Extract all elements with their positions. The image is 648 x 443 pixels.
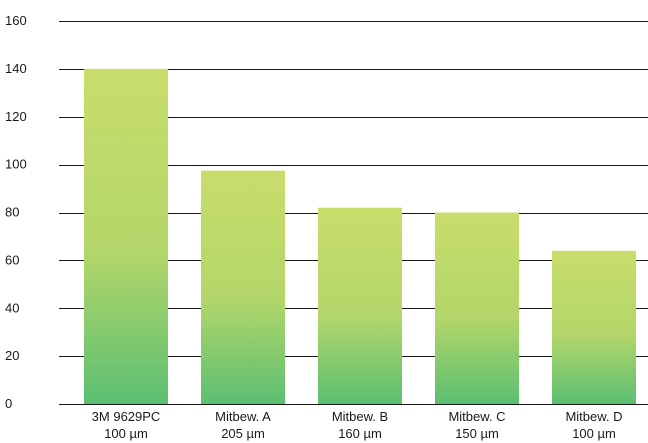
x-category-label: Mitbew. C 150 µm xyxy=(448,409,505,441)
y-tick-label: 160 xyxy=(5,13,27,28)
category-thickness: 100 µm xyxy=(104,426,148,441)
bar-4 xyxy=(435,212,519,404)
x-category-label: Mitbew. A 205 µm xyxy=(215,409,271,441)
x-category-label: 3M 9629PC 100 µm xyxy=(92,409,161,441)
y-tick-label: 80 xyxy=(5,205,19,220)
x-category-label: Mitbew. B 160 µm xyxy=(332,409,388,441)
x-category-label: Mitbew. D 100 µm xyxy=(565,409,622,441)
category-thickness: 100 µm xyxy=(572,426,616,441)
category-thickness: 150 µm xyxy=(455,426,499,441)
y-tick-label: 120 xyxy=(5,109,27,124)
y-tick-label: 20 xyxy=(5,348,19,363)
y-tick-label: 0 xyxy=(5,396,12,411)
bars xyxy=(84,68,636,404)
bar-5 xyxy=(552,250,636,404)
category-name: Mitbew. B xyxy=(332,409,388,424)
x-axis-category-labels: 3M 9629PC 100 µm Mitbew. A 205 µm Mitbew. B 1… xyxy=(92,409,623,441)
y-tick-label: 40 xyxy=(5,300,19,315)
y-tick-label: 140 xyxy=(5,61,27,76)
category-thickness: 205 µm xyxy=(221,426,265,441)
category-name: Mitbew. A xyxy=(215,409,271,424)
bar-1 xyxy=(84,68,168,404)
category-name: Mitbew. C xyxy=(448,409,505,424)
y-axis-tick-labels: 0 20 40 60 80 100 120 140 160 xyxy=(5,13,27,411)
y-tick-label: 60 xyxy=(5,252,19,267)
bar-3 xyxy=(318,207,402,404)
category-name: 3M 9629PC xyxy=(92,409,161,424)
y-tick-label: 100 xyxy=(5,157,27,172)
bar-2 xyxy=(201,170,285,404)
category-thickness: 160 µm xyxy=(338,426,382,441)
category-name: Mitbew. D xyxy=(565,409,622,424)
